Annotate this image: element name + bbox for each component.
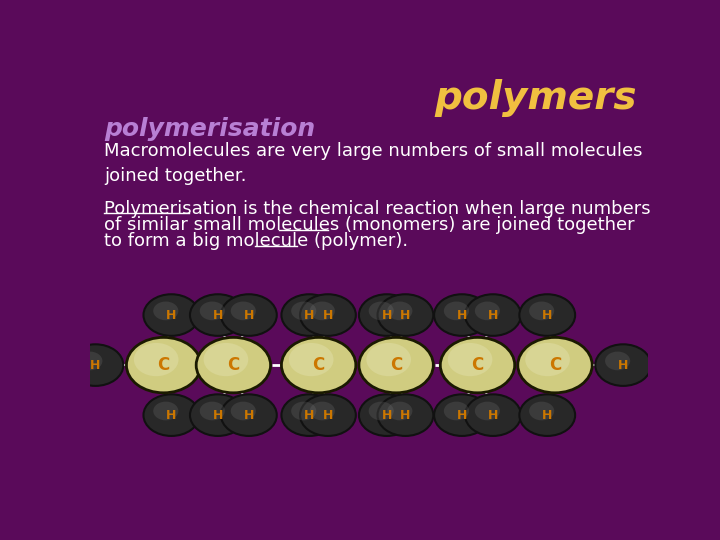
Text: H: H bbox=[456, 308, 467, 321]
Text: H: H bbox=[400, 409, 410, 422]
Text: H: H bbox=[323, 409, 333, 422]
Ellipse shape bbox=[359, 338, 433, 393]
Ellipse shape bbox=[519, 394, 575, 436]
Ellipse shape bbox=[475, 402, 500, 420]
Text: H: H bbox=[382, 308, 392, 321]
Ellipse shape bbox=[434, 294, 490, 336]
Text: H: H bbox=[304, 308, 315, 321]
Ellipse shape bbox=[519, 294, 575, 336]
Ellipse shape bbox=[387, 402, 413, 420]
Ellipse shape bbox=[465, 394, 521, 436]
Ellipse shape bbox=[134, 343, 179, 376]
Ellipse shape bbox=[196, 338, 271, 393]
Ellipse shape bbox=[369, 301, 394, 320]
Ellipse shape bbox=[300, 294, 356, 336]
Ellipse shape bbox=[441, 338, 515, 393]
Text: H: H bbox=[488, 308, 498, 321]
Text: C: C bbox=[158, 356, 170, 374]
Ellipse shape bbox=[595, 345, 651, 386]
Text: C: C bbox=[472, 356, 484, 374]
Ellipse shape bbox=[127, 338, 201, 393]
Text: C: C bbox=[549, 356, 561, 374]
Text: Polymerisation is the chemical reaction when large numbers: Polymerisation is the chemical reaction … bbox=[104, 200, 651, 218]
Ellipse shape bbox=[529, 402, 554, 420]
Ellipse shape bbox=[310, 301, 335, 320]
Text: H: H bbox=[488, 409, 498, 422]
Text: H: H bbox=[243, 308, 254, 321]
Ellipse shape bbox=[369, 402, 394, 420]
Ellipse shape bbox=[444, 402, 469, 420]
Text: of similar small molecules (monomers) are joined together: of similar small molecules (monomers) ar… bbox=[104, 215, 634, 234]
Ellipse shape bbox=[230, 402, 256, 420]
Text: H: H bbox=[90, 359, 101, 372]
Ellipse shape bbox=[300, 394, 356, 436]
Ellipse shape bbox=[282, 394, 337, 436]
Text: H: H bbox=[243, 409, 254, 422]
Ellipse shape bbox=[387, 301, 413, 320]
Text: H: H bbox=[400, 308, 410, 321]
Text: H: H bbox=[212, 409, 223, 422]
Text: C: C bbox=[228, 356, 240, 374]
Ellipse shape bbox=[434, 394, 490, 436]
Ellipse shape bbox=[605, 352, 630, 370]
Ellipse shape bbox=[291, 301, 316, 320]
Text: H: H bbox=[542, 409, 552, 422]
Ellipse shape bbox=[465, 294, 521, 336]
Ellipse shape bbox=[204, 343, 248, 376]
Ellipse shape bbox=[289, 343, 333, 376]
Ellipse shape bbox=[359, 294, 415, 336]
Ellipse shape bbox=[77, 352, 102, 370]
Text: Macromolecules are very large numbers of small molecules
joined together.: Macromolecules are very large numbers of… bbox=[104, 142, 642, 185]
Ellipse shape bbox=[282, 338, 356, 393]
Ellipse shape bbox=[230, 301, 256, 320]
Text: polymers: polymers bbox=[434, 79, 636, 117]
Ellipse shape bbox=[68, 345, 123, 386]
Text: H: H bbox=[456, 409, 467, 422]
Ellipse shape bbox=[377, 394, 433, 436]
Text: H: H bbox=[323, 308, 333, 321]
Ellipse shape bbox=[518, 338, 593, 393]
Ellipse shape bbox=[143, 294, 199, 336]
Ellipse shape bbox=[525, 343, 570, 376]
Text: polymerisation: polymerisation bbox=[104, 117, 315, 141]
Text: to form a big molecule (polymer).: to form a big molecule (polymer). bbox=[104, 232, 408, 250]
Text: C: C bbox=[312, 356, 325, 374]
Ellipse shape bbox=[475, 301, 500, 320]
Ellipse shape bbox=[199, 402, 225, 420]
Ellipse shape bbox=[529, 301, 554, 320]
Text: H: H bbox=[166, 409, 176, 422]
Ellipse shape bbox=[282, 294, 337, 336]
Ellipse shape bbox=[221, 294, 276, 336]
Text: H: H bbox=[304, 409, 315, 422]
Ellipse shape bbox=[310, 402, 335, 420]
Text: C: C bbox=[390, 356, 402, 374]
Text: H: H bbox=[618, 359, 629, 372]
Ellipse shape bbox=[448, 343, 492, 376]
Text: H: H bbox=[542, 308, 552, 321]
Ellipse shape bbox=[221, 394, 276, 436]
Ellipse shape bbox=[291, 402, 316, 420]
Ellipse shape bbox=[153, 301, 179, 320]
Ellipse shape bbox=[199, 301, 225, 320]
Ellipse shape bbox=[377, 294, 433, 336]
Ellipse shape bbox=[366, 343, 411, 376]
Text: H: H bbox=[166, 308, 176, 321]
Ellipse shape bbox=[190, 294, 246, 336]
Ellipse shape bbox=[444, 301, 469, 320]
Text: H: H bbox=[382, 409, 392, 422]
Ellipse shape bbox=[153, 402, 179, 420]
Ellipse shape bbox=[190, 394, 246, 436]
Ellipse shape bbox=[359, 394, 415, 436]
Text: H: H bbox=[212, 308, 223, 321]
Ellipse shape bbox=[143, 394, 199, 436]
